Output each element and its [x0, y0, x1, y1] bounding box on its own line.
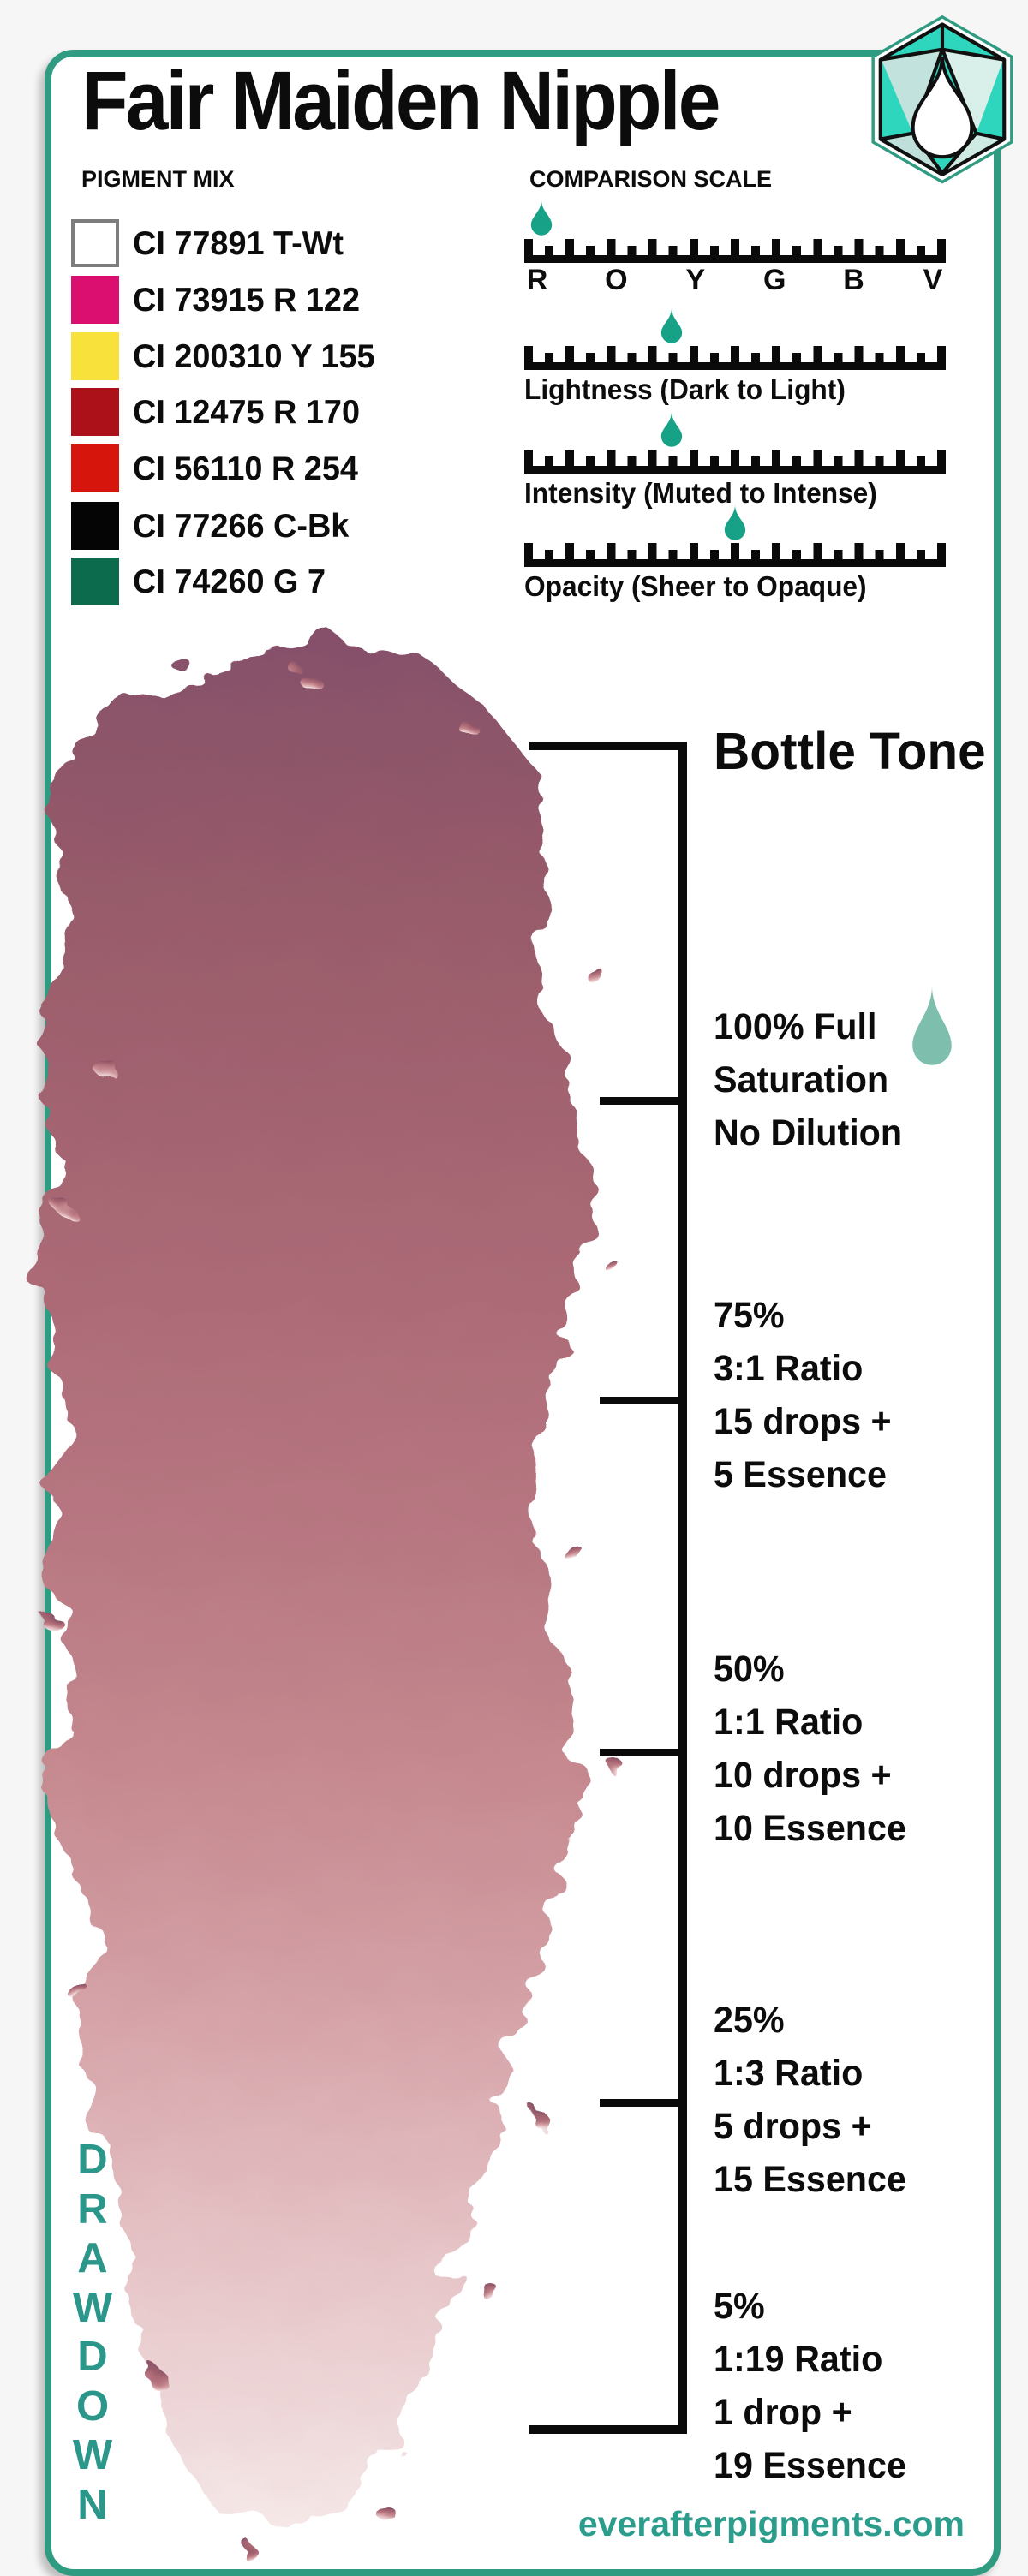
step-line: Bottle Tone — [714, 722, 986, 780]
step-line: No Dilution — [714, 1112, 903, 1154]
step-label-bottle-tone: Bottle Tone — [714, 721, 986, 781]
hue-label-o: O — [605, 264, 628, 296]
pigment-swatch — [71, 388, 119, 436]
bracket-tick-100 — [600, 1097, 678, 1105]
step-label-25-percent: 25% 1:3 Ratio 5 drops + 15 Essence — [714, 1994, 906, 2206]
hue-marker-droplet-icon — [530, 200, 552, 236]
bracket-tick-25 — [600, 2099, 678, 2107]
pigment-code: CI 77891 T-Wt — [133, 225, 344, 262]
step-line: 15 drops + — [714, 1401, 892, 1442]
drawdown-letter: W — [72, 2432, 113, 2478]
step-line: 5 Essence — [714, 1454, 887, 1495]
page-title: Fair Maiden Nipple — [81, 54, 720, 147]
ruler-minor-ticks — [545, 246, 946, 255]
step-line: 3:1 Ratio — [714, 1348, 864, 1389]
bracket-vertical-line — [678, 742, 687, 2434]
website-link[interactable]: everafterpigments.com — [577, 2504, 965, 2543]
step-line: 25% — [714, 2000, 785, 2041]
intensity-scale-ruler — [524, 450, 946, 474]
hue-label-r: R — [526, 264, 548, 296]
pigment-mix-heading: PIGMENT MIX — [81, 166, 235, 192]
step-line: 15 Essence — [714, 2159, 906, 2200]
pigment-swatch — [71, 276, 119, 324]
opacity-scale-caption: Opacity (Sheer to Opaque) — [524, 570, 867, 602]
drawdown-letter: D — [77, 2334, 108, 2380]
step-line: 19 Essence — [714, 2445, 906, 2486]
drawdown-letter: N — [77, 2481, 108, 2528]
step-line: 10 drops + — [714, 1755, 892, 1796]
pigment-code: CI 56110 R 254 — [133, 450, 358, 487]
pigment-code: CI 77266 C-Bk — [133, 508, 350, 545]
pigment-code: CI 200310 Y 155 — [133, 338, 375, 375]
hue-scale-ruler — [524, 239, 946, 263]
hue-tick-labels: R O Y G B V — [524, 264, 946, 297]
lightness-scale-caption: Lightness (Dark to Light) — [524, 373, 846, 405]
pigment-swatch — [71, 558, 119, 605]
pigment-code: CI 12475 R 170 — [133, 394, 361, 431]
step-line: 10 Essence — [714, 1808, 906, 1849]
pigment-swatch — [71, 332, 119, 380]
step-line: 5 drops + — [714, 2106, 872, 2147]
step-line: 100% Full — [714, 1006, 877, 1047]
drawdown-swatch — [24, 610, 661, 2567]
ruler-bar — [524, 255, 946, 263]
drawdown-letter: O — [75, 2382, 110, 2430]
intensity-marker-strip — [524, 410, 946, 450]
lightness-marker-droplet-icon — [661, 307, 683, 343]
pigment-swatch — [71, 502, 119, 550]
brand-logo-gem-droplet-icon — [869, 15, 1016, 185]
drawdown-letter: A — [77, 2235, 108, 2281]
bracket-tick-75 — [600, 1397, 678, 1404]
step-line: 50% — [714, 1649, 785, 1690]
step-label-100-percent: 100% Full Saturation No Dilution — [714, 1000, 902, 1160]
bracket-top-arm — [529, 742, 687, 750]
step-line: 1:3 Ratio — [714, 2053, 864, 2094]
step-line: Saturation — [714, 1059, 889, 1100]
lightness-scale-ruler — [524, 346, 946, 370]
step-line: 5% — [714, 2286, 765, 2327]
bracket-bottom-arm — [529, 2425, 687, 2434]
pigment-code: CI 73915 R 122 — [133, 282, 361, 319]
bracket-tick-50 — [600, 1749, 678, 1756]
opacity-marker-strip — [524, 504, 946, 543]
full-saturation-droplet-icon — [908, 985, 956, 1070]
drawdown-letter: W — [72, 2284, 113, 2331]
step-line: 1 drop + — [714, 2392, 852, 2433]
opacity-scale-ruler — [524, 543, 946, 567]
hue-label-b: B — [843, 264, 864, 296]
hue-label-g: G — [762, 264, 786, 296]
step-line: 1:19 Ratio — [714, 2339, 883, 2380]
drawdown-vertical-label: D R A W D O W N — [70, 2136, 115, 2530]
pigment-swatch — [71, 444, 119, 492]
hue-label-v: V — [923, 264, 943, 296]
pigment-code: CI 74260 G 7 — [133, 564, 326, 600]
comparison-scale-heading: COMPARISON SCALE — [529, 166, 773, 192]
drawdown-letter: R — [77, 2185, 108, 2233]
pigment-swatch — [71, 219, 119, 267]
step-label-5-percent: 5% 1:19 Ratio 1 drop + 19 Essence — [714, 2280, 906, 2492]
opacity-marker-droplet-icon — [724, 504, 746, 540]
hue-label-y: Y — [685, 264, 706, 296]
step-label-75-percent: 75% 3:1 Ratio 15 drops + 5 Essence — [714, 1289, 892, 1501]
hue-marker-strip — [524, 199, 946, 238]
lightness-marker-strip — [524, 307, 946, 346]
intensity-marker-droplet-icon — [661, 411, 683, 447]
step-label-50-percent: 50% 1:1 Ratio 10 drops + 10 Essence — [714, 1643, 906, 1855]
step-line: 75% — [714, 1295, 785, 1336]
step-line: 1:1 Ratio — [714, 1702, 864, 1743]
intensity-scale-caption: Intensity (Muted to Intense) — [524, 477, 877, 509]
drawdown-letter: D — [77, 2137, 108, 2183]
